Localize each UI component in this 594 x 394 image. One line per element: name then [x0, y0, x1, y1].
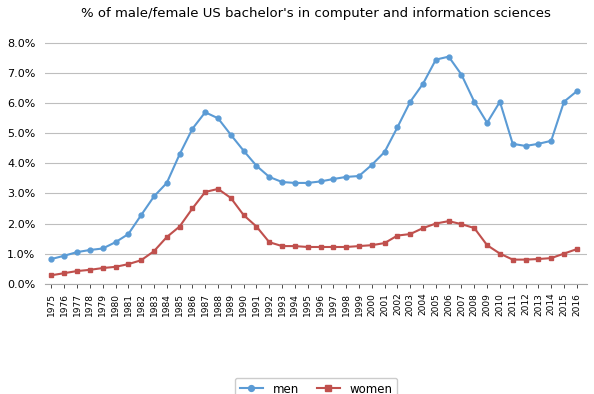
women: [86, 268, 93, 272]
women: [125, 262, 132, 266]
women: [304, 245, 311, 249]
women: [279, 244, 286, 249]
women: [470, 226, 478, 230]
men: [432, 57, 440, 62]
men: [150, 194, 157, 199]
men: [99, 246, 106, 251]
men: [419, 81, 426, 86]
women: [61, 271, 68, 275]
men: [381, 150, 388, 154]
women: [573, 247, 580, 251]
women: [99, 266, 106, 270]
men: [48, 256, 55, 261]
Title: % of male/female US bachelor's in computer and information sciences: % of male/female US bachelor's in comput…: [81, 7, 551, 20]
men: [343, 175, 350, 179]
women: [138, 258, 145, 262]
women: [266, 240, 273, 245]
women: [355, 244, 362, 249]
Line: men: men: [49, 54, 579, 262]
men: [573, 89, 580, 93]
women: [240, 213, 247, 217]
women: [458, 222, 465, 227]
women: [407, 232, 414, 236]
women: [509, 257, 516, 262]
Line: women: women: [49, 186, 579, 278]
men: [74, 250, 81, 255]
men: [201, 110, 208, 115]
men: [176, 152, 183, 157]
women: [368, 243, 375, 247]
men: [548, 138, 555, 143]
men: [560, 99, 567, 104]
men: [138, 213, 145, 217]
women: [522, 257, 529, 262]
men: [484, 121, 491, 125]
men: [304, 180, 311, 185]
women: [381, 241, 388, 245]
men: [86, 248, 93, 253]
women: [548, 256, 555, 260]
women: [48, 273, 55, 278]
men: [458, 72, 465, 77]
women: [253, 224, 260, 229]
women: [394, 233, 401, 238]
men: [266, 175, 273, 179]
men: [240, 149, 247, 153]
men: [317, 179, 324, 184]
women: [150, 249, 157, 254]
men: [112, 240, 119, 245]
men: [470, 99, 478, 104]
men: [125, 232, 132, 236]
men: [279, 180, 286, 184]
men: [522, 143, 529, 148]
women: [74, 269, 81, 273]
women: [112, 264, 119, 269]
men: [445, 54, 452, 59]
men: [535, 141, 542, 146]
women: [432, 221, 440, 226]
men: [61, 253, 68, 258]
men: [214, 116, 222, 121]
women: [484, 243, 491, 247]
men: [228, 132, 235, 137]
women: [330, 245, 337, 249]
women: [343, 245, 350, 249]
women: [317, 245, 324, 249]
women: [497, 251, 504, 256]
men: [497, 99, 504, 104]
women: [560, 251, 567, 256]
men: [509, 141, 516, 146]
women: [163, 235, 170, 240]
women: [291, 244, 298, 249]
men: [330, 177, 337, 181]
men: [189, 126, 196, 131]
women: [535, 256, 542, 261]
men: [253, 164, 260, 168]
Legend: men, women: men, women: [235, 378, 397, 394]
women: [228, 195, 235, 200]
women: [189, 206, 196, 211]
men: [394, 125, 401, 130]
men: [407, 99, 414, 104]
men: [355, 174, 362, 178]
men: [163, 180, 170, 185]
men: [368, 163, 375, 167]
women: [176, 224, 183, 229]
women: [445, 219, 452, 223]
women: [214, 187, 222, 191]
women: [419, 226, 426, 230]
men: [291, 180, 298, 185]
women: [201, 190, 208, 194]
